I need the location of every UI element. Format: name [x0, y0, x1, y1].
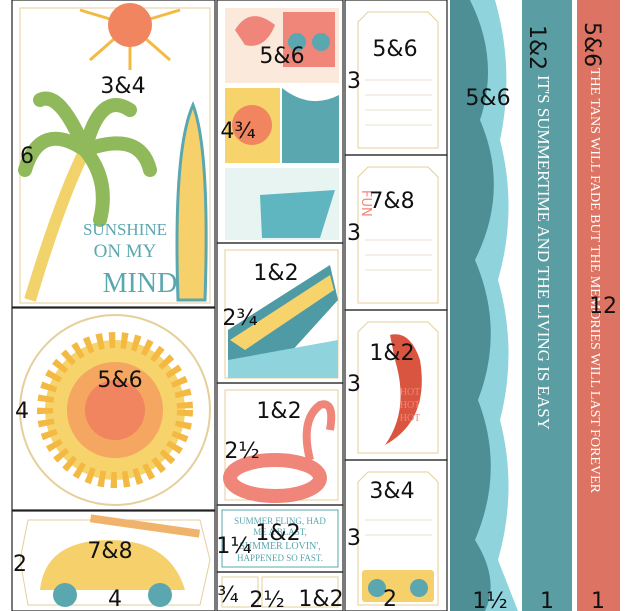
label: 3	[347, 372, 361, 397]
label: 1&2	[256, 399, 301, 424]
label: 2	[13, 552, 27, 577]
sticker-sheet: SUNSHINE ON MY MIND 3&4 6 5&6 4 7&8 2 4	[0, 0, 627, 611]
label: 12	[589, 294, 617, 319]
label: 1&2	[298, 587, 343, 611]
caption: SUNSHINE	[83, 220, 167, 239]
caption: MIND	[103, 268, 178, 299]
label: 7&8	[87, 539, 132, 564]
label: 3&4	[100, 74, 145, 99]
label: 4	[108, 587, 122, 611]
speaker	[410, 579, 428, 597]
label: 3	[347, 526, 361, 551]
caption: THE TANS WILL FADE BUT THE MEMORIES WILL…	[587, 68, 602, 494]
caption: HOT	[400, 400, 421, 411]
label: 1&2	[524, 25, 549, 70]
sun-circle	[20, 315, 210, 505]
label: 2½	[249, 588, 284, 611]
label: 2¾	[222, 306, 257, 331]
label: 5&6	[97, 368, 142, 393]
label: 3	[347, 221, 361, 246]
tags	[358, 12, 438, 605]
label: 4	[15, 399, 29, 424]
caption: IT'S SUMMERTIME AND THE LIVING IS EASY	[534, 75, 553, 430]
label: 2½	[224, 439, 259, 464]
label: 1	[540, 589, 554, 611]
label: 1&2	[369, 341, 414, 366]
label: 1½	[472, 589, 507, 611]
label: 3	[347, 69, 361, 94]
caption: ON MY	[94, 241, 157, 262]
label: 1	[591, 589, 605, 611]
label: 3&4	[369, 479, 414, 504]
label: 6	[20, 144, 34, 169]
label: 5&6	[259, 44, 304, 69]
caption: HOT	[400, 413, 421, 424]
label: 4¾	[220, 119, 255, 144]
label: 1¼	[216, 534, 251, 559]
caption: HOT	[400, 387, 421, 398]
label: ¾	[217, 583, 238, 608]
label: 5&6	[372, 37, 417, 62]
label: 2	[383, 587, 397, 611]
label: 5&6	[465, 86, 510, 111]
label: 1&2	[253, 261, 298, 286]
label: 5&6	[579, 22, 604, 67]
label: 1&2	[255, 521, 300, 546]
label: 7&8	[369, 189, 414, 214]
